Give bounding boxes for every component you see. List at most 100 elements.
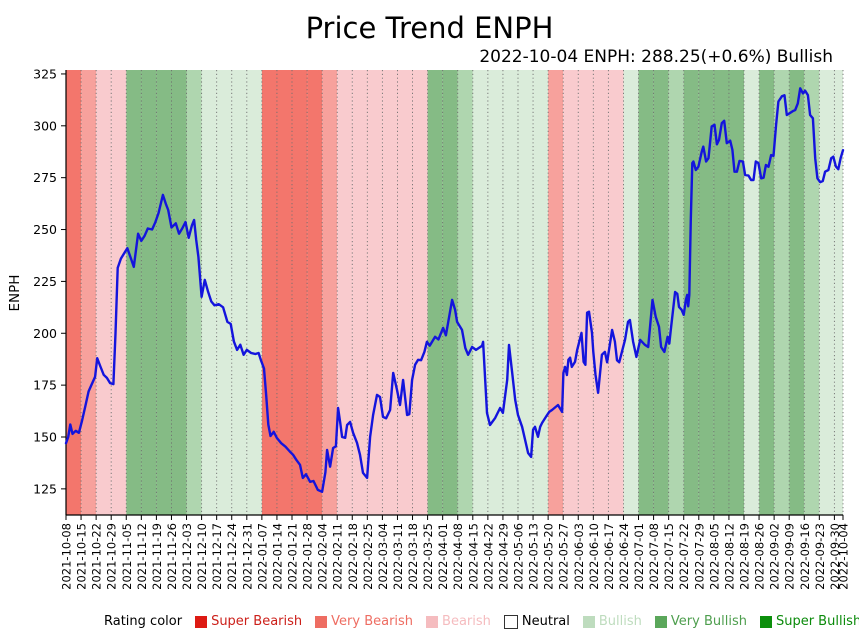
rating-band [548,70,564,515]
y-tick-label: 175 [33,378,57,393]
rating-band [518,70,534,515]
x-tick-label: 2022-09-02 [768,523,782,590]
x-tick-label: 2022-06-24 [617,523,631,590]
rating-legend: Rating color Super Bearish Very Bearish Be… [104,614,859,629]
x-tick-label: 2021-10-08 [60,523,74,590]
legend-swatch [195,615,208,628]
x-tick-label: 2022-09-16 [798,523,812,590]
x-tick-label: 2022-10-04 [837,523,851,590]
x-tick-label: 2022-09-09 [783,523,797,590]
legend-item-very-bullish: Very Bullish [654,614,747,629]
page-title: Price Trend ENPH [305,11,554,45]
x-tick-label: 2021-10-22 [90,523,104,590]
rating-band [442,70,458,515]
x-tick-label: 2021-11-05 [120,523,134,590]
legend-item-label: Neutral [521,614,570,629]
x-tick-label: 2021-11-26 [165,523,179,590]
x-tick-label: 2021-10-15 [75,523,89,590]
rating-band [563,70,579,515]
x-tick-label: 2021-10-29 [105,523,119,590]
rating-band [819,70,835,515]
rating-band [246,70,262,515]
rating-band [261,70,277,515]
rating-band [804,70,820,515]
rating-band [789,70,805,515]
x-tick-label: 2022-04-29 [496,523,510,590]
rating-band [231,70,247,515]
x-tick-label: 2022-07-01 [632,523,646,590]
x-tick-label: 2022-01-21 [285,523,299,590]
legend-item-neutral: Neutral [503,614,570,629]
rating-band [578,70,594,515]
x-tick-label: 2021-12-31 [240,523,254,590]
x-tick-label: 2022-04-15 [466,523,480,590]
x-tick-label: 2022-07-08 [647,523,661,590]
rating-band [367,70,383,515]
legend-item-label: Very Bullish [670,614,747,629]
x-tick-label: 2022-04-08 [451,523,465,590]
rating-band [774,70,790,515]
x-tick-label: 2021-12-03 [180,523,194,590]
x-tick-label: 2022-03-25 [421,523,435,590]
legend-item-bearish: Bearish [426,614,491,629]
rating-band [156,70,172,515]
rating-band [759,70,775,515]
legend-title: Rating color [104,614,183,629]
rating-band [412,70,428,515]
rating-band [427,70,443,515]
rating-band [66,70,82,515]
legend-item-label: Super Bullish [775,614,859,629]
x-tick-label: 2022-07-22 [677,523,691,590]
x-tick-label: 2022-08-12 [722,523,736,590]
y-tick-label: 225 [33,274,57,289]
rating-band [744,70,760,515]
rating-band [638,70,654,515]
y-tick-label: 150 [33,429,57,444]
axes-layer: 2021-10-08 2021-10-15 2021-10-22 2021-10-29… [33,66,850,589]
x-tick-label: 2022-05-13 [527,523,541,590]
x-tick-label: 2022-08-19 [737,523,751,590]
x-tick-label: 2022-05-27 [557,523,571,590]
y-tick-label: 325 [33,66,57,81]
x-tick-label: 2022-01-14 [270,523,284,590]
x-tick-label: 2022-03-18 [406,523,420,590]
x-tick-label: 2021-11-12 [135,523,149,590]
y-tick-label: 275 [33,170,57,185]
rating-band [593,70,609,515]
rating-band [502,70,518,515]
x-tick-label: 2022-08-05 [707,523,721,590]
rating-band [397,70,413,515]
x-tick-label: 2022-02-04 [316,523,330,590]
rating-band [352,70,368,515]
x-tick-label: 2022-06-17 [602,523,616,590]
rating-band [81,70,97,515]
rating-band [487,70,503,515]
x-tick-label: 2022-04-22 [481,523,495,590]
rating-band [111,70,127,515]
x-tick-label: 2022-08-26 [753,523,767,590]
y-tick-label: 250 [33,222,57,237]
rating-band [653,70,669,515]
rating-band [307,70,323,515]
price-line-layer [64,87,845,493]
x-tick-label: 2021-12-17 [210,523,224,590]
rating-band [96,70,112,515]
rating-band [713,70,729,515]
rating-band [533,70,549,515]
legend-item-very-bearish: Very Bearish [315,614,413,629]
rating-band [276,70,292,515]
y-axis-label: ENPH [7,275,23,312]
legend-item-super-bearish: Super Bearish [195,614,302,629]
rating-band [728,70,744,515]
rating-band [216,70,232,515]
rating-bands-layer [66,70,843,515]
x-tick-label: 2022-02-18 [346,523,360,590]
latest-quote-subtitle: 2022-10-04 ENPH: 288.25(+0.6%) Bullish [479,47,833,67]
x-tick-label: 2022-05-20 [542,523,556,590]
legend-item-label: Bullish [598,614,642,629]
rating-band [608,70,624,515]
rating-band [141,70,157,515]
rating-band [126,70,142,515]
rating-band [472,70,488,515]
legend-item-label: Very Bearish [331,614,414,629]
